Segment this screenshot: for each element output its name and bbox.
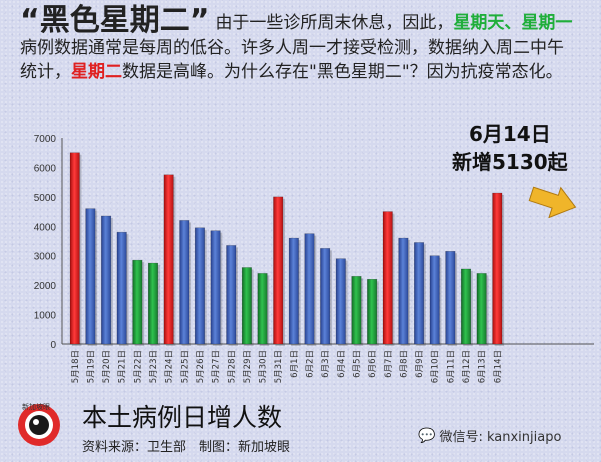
y-tick-label: 4000 [34, 222, 57, 233]
x-tick-label: 6月6日 [368, 350, 378, 378]
x-tick-label: 5月21日 [118, 350, 128, 383]
y-tick-label: 1000 [34, 311, 57, 322]
bar-6月11日 [445, 251, 456, 345]
x-tick-label: 6月8日 [399, 350, 409, 378]
headline-sunday: 星期天、 [453, 13, 522, 33]
x-tick-label: 5月26日 [196, 350, 206, 383]
bar-6月4日 [335, 258, 346, 345]
x-tick-label: 5月29日 [243, 350, 253, 383]
x-tick-label: 6月12日 [462, 350, 472, 383]
chart-title: 本土病例日增人数 [82, 403, 283, 432]
x-tick-label: 6月3日 [321, 350, 331, 378]
logo-text: 新加坡眼 [22, 403, 50, 411]
bar-5月23日 [148, 262, 158, 345]
brand-logo [18, 404, 60, 446]
x-tick-label: 5月22日 [133, 350, 143, 383]
bar-5月26日 [194, 227, 205, 345]
bar-5月30日 [257, 273, 268, 345]
bar-6月10日 [429, 255, 440, 345]
x-tick-label: 5月28日 [227, 350, 237, 383]
bar-6月8日 [398, 237, 409, 345]
headline: “黑色星期二” 由于一些诊所周末休息，因此，星期天、星期一病例数据通常是每周的低谷… [20, 6, 580, 84]
x-tick-label: 5月24日 [165, 350, 175, 383]
y-tick-label: 6000 [34, 163, 57, 174]
y-tick-label: 2000 [34, 281, 57, 292]
bar-5月25日 [179, 220, 190, 345]
arrow-icon [528, 186, 577, 218]
bar-5月21日 [116, 231, 127, 345]
bar-6月1日 [288, 237, 299, 345]
headline-text-3: 数据是高峰。为什么存在"黑色星期二"？因为抗疫常态化。 [122, 62, 563, 82]
x-tick-label: 5月23日 [149, 350, 159, 383]
wechat-label: 微信号: kanxinjiapo [439, 430, 562, 445]
bar-6月9日 [414, 242, 425, 345]
bar-6月12日 [461, 268, 471, 345]
y-tick-label: 7000 [34, 134, 57, 145]
x-tick-label: 5月30日 [259, 350, 269, 383]
wechat-icon: 💬 [418, 427, 436, 444]
x-tick-label: 6月9日 [415, 350, 425, 378]
bar-chart: 0 1000 2000 3000 4000 5000 6000 7000 5月18日 5月19日… [34, 134, 594, 383]
bar-5月20日 [101, 215, 112, 345]
annotation: 6月14日 新增5130起 [452, 120, 568, 176]
bar-6月5日 [351, 276, 362, 345]
bar-6月14日 [492, 192, 503, 345]
wechat-id: 💬 微信号: kanxinjiapo [418, 426, 562, 446]
x-tick-label: 6月7日 [384, 350, 394, 378]
bar-6月3日 [320, 248, 331, 345]
x-tick-label: 5月20日 [102, 350, 112, 383]
bar-5月18日 [69, 152, 80, 345]
x-tick-label: 6月10日 [431, 350, 441, 383]
bar-5月22日 [132, 259, 143, 345]
annotation-date: 6月14日 [468, 122, 551, 146]
y-tick-label: 0 [50, 340, 56, 351]
y-tick-label: 3000 [34, 252, 57, 263]
headline-text-1: 由于一些诊所周末休息，因此， [215, 13, 454, 33]
bar-5月19日 [85, 208, 96, 345]
bar-6月2日 [304, 233, 315, 345]
x-tick-label: 6月13日 [478, 350, 488, 383]
x-tick-label: 5月31日 [274, 350, 284, 383]
x-tick-label: 5月18日 [71, 350, 81, 383]
headline-title: “黑色星期二” [20, 3, 210, 38]
bar-5月29日 [241, 267, 252, 345]
x-tick-label: 5月19日 [86, 350, 96, 383]
bar-5月27日 [210, 230, 221, 345]
x-tick-label: 5月27日 [212, 350, 222, 383]
headline-monday: 星期一 [521, 13, 573, 33]
headline-tuesday: 星期二 [71, 62, 122, 82]
bar-5月28日 [226, 245, 237, 345]
bar-6月7日 [382, 211, 393, 345]
x-tick-label: 6月4日 [337, 350, 347, 378]
y-tick-label: 5000 [34, 193, 57, 204]
bar-6月6日 [367, 279, 378, 345]
annotation-count: 新增5130起 [452, 150, 568, 174]
x-tick-label: 5月25日 [180, 350, 190, 383]
bar-5月24日 [163, 174, 174, 345]
x-tick-label: 6月14日 [493, 350, 503, 383]
headline-text-2: 病例数据通常是每周的低谷。许多人周一才接受检测，数据纳入周二中午统计， [20, 38, 564, 82]
source-credit: 资料来源：卫生部 制图：新加坡眼 [82, 440, 291, 455]
x-tick-label: 6月11日 [446, 350, 456, 383]
x-tick-label: 6月2日 [306, 350, 316, 378]
x-tick-label: 6月5日 [352, 350, 362, 378]
x-tick-label: 6月1日 [290, 350, 300, 378]
bar-5月31日 [273, 196, 284, 345]
bar-6月13日 [476, 273, 487, 345]
